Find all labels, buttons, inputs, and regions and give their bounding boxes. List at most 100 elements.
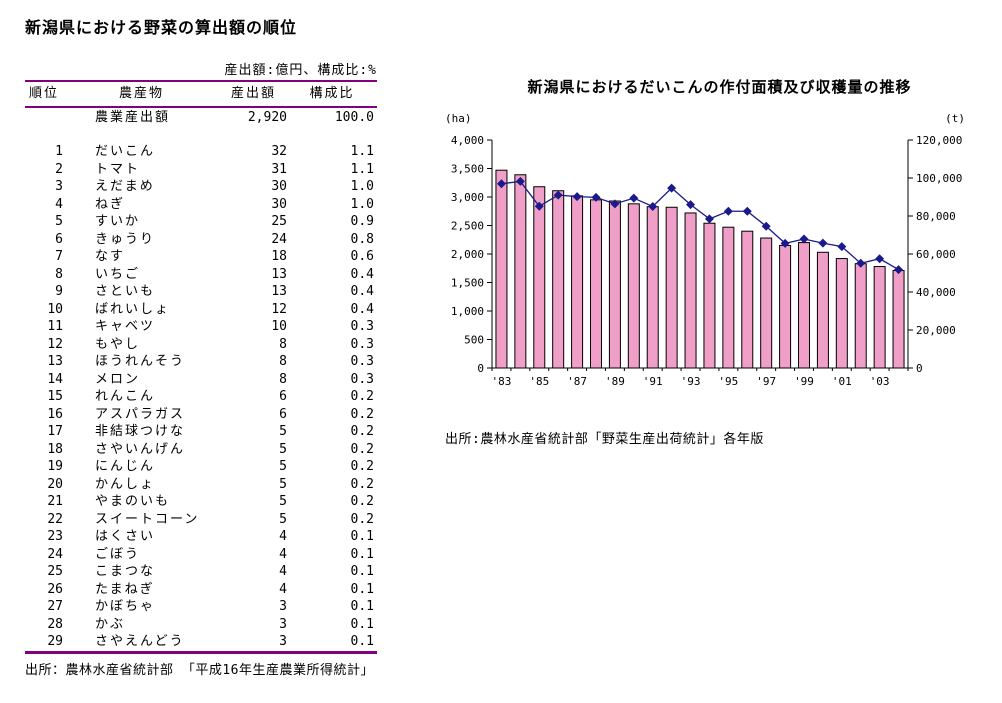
product-cell: ほうれんそう	[95, 354, 186, 369]
table-row: 14 メロン 8 0.3	[25, 371, 377, 389]
left-axis-tick-label: 2,000	[451, 248, 484, 261]
table-row: 16 アスパラガス 6 0.2	[25, 406, 377, 424]
rank-cell: 11	[47, 319, 63, 334]
harvest-point-marker	[610, 199, 620, 209]
product-cell: れんこん	[95, 389, 156, 404]
rank-cell: 17	[47, 424, 63, 439]
x-axis-year-label: '99	[794, 375, 814, 388]
area-bar	[873, 266, 886, 369]
right-axis-tick-label: 100,000	[916, 172, 962, 185]
harvest-point-marker	[742, 206, 752, 216]
product-cell: スイートコーン	[95, 511, 200, 527]
left-axis-unit-label: (ha)	[445, 112, 472, 125]
ratio-cell: 0.3	[350, 319, 374, 334]
rank-cell: 18	[47, 441, 63, 457]
table-row: 7 なす 18 0.6	[25, 248, 377, 266]
rank-cell: 3	[55, 179, 63, 194]
output-cell: 6	[279, 406, 287, 422]
right-axis-tick-label: 20,000	[916, 324, 956, 337]
table-row: 13 ほうれんそう 8 0.3	[25, 353, 377, 371]
rank-cell: 23	[47, 529, 63, 544]
daikon-area-harvest-chart: (ha) (t) 0 500 1,000 1,500 2,000 2,500 3,000 3,50…	[445, 112, 965, 388]
harvest-line	[501, 180, 899, 271]
left-axis-tick-label: 1,000	[451, 305, 484, 318]
ratio-cell: 0.2	[350, 406, 374, 422]
area-bar	[816, 251, 829, 369]
ratio-cell: 0.3	[350, 336, 374, 352]
harvest-point-marker	[837, 242, 847, 252]
ratio-cell: 0.1	[350, 634, 374, 649]
right-axis-unit-label: (t)	[945, 112, 965, 125]
right-axis-tick-label: 0	[916, 362, 923, 375]
ratio-cell: 0.3	[350, 371, 374, 387]
product-cell: メロン	[95, 371, 141, 387]
left-axis-tick-label: 1,500	[451, 277, 484, 290]
output-cell: 10	[271, 319, 287, 334]
area-bar	[703, 222, 716, 369]
area-bar	[760, 237, 773, 369]
rank-cell: 24	[47, 546, 63, 562]
harvest-point-marker	[723, 206, 733, 216]
area-bar	[627, 203, 640, 369]
area-bar	[646, 206, 659, 369]
table-row: 27 かぼちゃ 3 0.1	[25, 598, 377, 616]
rank-cell: 20	[47, 476, 63, 492]
product-cell: えだまめ	[95, 179, 155, 194]
output-cell: 12	[271, 301, 287, 317]
table-row: 5 すいか 25 0.9	[25, 213, 377, 231]
product-cell: いちご	[95, 266, 141, 282]
harvest-point-marker	[553, 190, 563, 200]
table-row: 19 にんじん 5 0.2	[25, 458, 377, 476]
total-row: 農業産出額 2,920 100.0	[25, 108, 377, 127]
area-bar	[684, 212, 697, 369]
product-cell: もやし	[95, 336, 141, 352]
ratio-cell: 1.1	[350, 161, 374, 177]
table-row: 6 きゅうり 24 0.8	[25, 231, 377, 249]
product-cell: はくさい	[95, 529, 156, 544]
area-bar	[514, 174, 527, 369]
product-cell: かぼちゃ	[95, 599, 156, 614]
left-axis-tick-label: 3,500	[451, 163, 484, 176]
rank-cell: 8	[55, 266, 63, 282]
output-cell: 3	[279, 634, 287, 649]
ratio-cell: 0.3	[350, 354, 374, 369]
ratio-cell: 0.9	[350, 214, 374, 229]
table-row: 20 かんしょ 5 0.2	[25, 476, 377, 494]
harvest-point-marker	[648, 202, 658, 211]
output-cell: 13	[271, 266, 287, 282]
table-row: 1 だいこん 32 1.1	[25, 143, 377, 161]
harvest-point-marker	[761, 221, 771, 231]
unit-note: 産出額:億円、構成比:%	[224, 63, 377, 78]
area-bar	[835, 258, 848, 369]
area-bar	[590, 199, 602, 369]
ratio-cell: 0.1	[350, 564, 374, 579]
ratio-cell: 0.1	[350, 581, 374, 597]
table-row: 15 れんこん 6 0.2	[25, 388, 377, 406]
ratio-cell: 0.2	[350, 424, 374, 439]
rank-cell: 9	[55, 284, 63, 299]
output-cell: 5	[279, 511, 287, 527]
x-axis-year-label: '89	[605, 375, 625, 388]
chart-source: 出所:農林水産省統計部「野菜生産出荷統計」各年版	[445, 432, 764, 447]
rank-cell: 16	[47, 406, 63, 422]
table-spacer-row	[25, 127, 377, 143]
output-cell: 3	[279, 599, 287, 614]
output-cell: 4	[279, 564, 287, 579]
table-title: 新潟県における野菜の算出額の順位	[25, 18, 298, 37]
table-row: 12 もやし 8 0.3	[25, 336, 377, 354]
total-rank-cell	[25, 108, 63, 127]
right-axis-tick-label: 80,000	[916, 210, 956, 223]
ratio-cell: 0.8	[350, 231, 374, 247]
table-header-row: 順位 農産物 産出額 構成比	[25, 82, 377, 108]
product-cell: すいか	[95, 214, 141, 229]
output-cell: 30	[271, 179, 287, 194]
product-cell: ばれいしょ	[95, 301, 171, 317]
output-cell: 5	[279, 459, 287, 474]
output-cell: 25	[271, 214, 287, 229]
ratio-cell: 0.2	[350, 511, 374, 527]
product-cell: かんしょ	[95, 476, 156, 492]
output-cell: 3	[279, 616, 287, 632]
table-row: 18 さやいんげん 5 0.2	[25, 441, 377, 459]
area-bar	[741, 230, 754, 369]
total-label-cell: 農業産出額	[95, 110, 171, 125]
